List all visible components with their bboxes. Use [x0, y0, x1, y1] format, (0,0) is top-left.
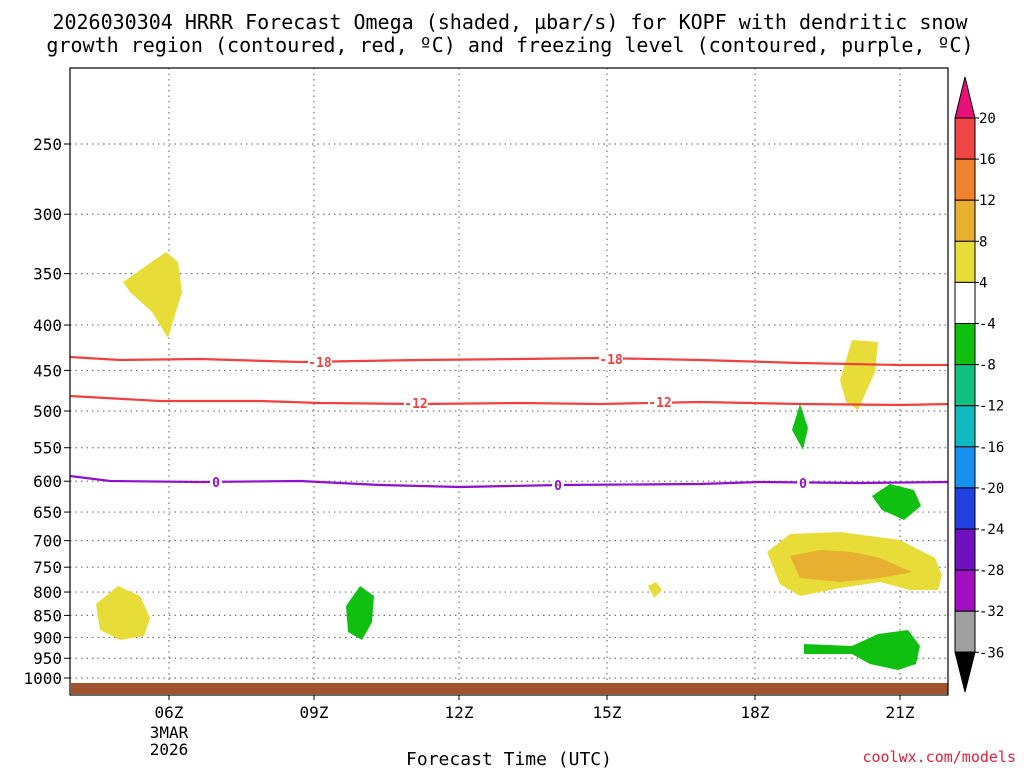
colorbar-label-4: 4 — [979, 275, 987, 291]
contour-label-bg-3 — [404, 396, 428, 410]
x-tick-label-12Z: 12Z — [445, 703, 474, 722]
colorbar-label-13: -36 — [979, 645, 1004, 661]
chart-title-line2: growth region (contoured, red, ºC) and f… — [46, 33, 973, 57]
omega-patch-yellow-1 — [123, 252, 182, 338]
omega-patch-green-3 — [872, 484, 921, 520]
contour-label-minus18-a: -18 — [308, 356, 332, 371]
y-tick-label-250: 250 — [33, 135, 62, 154]
y-tick-label-450: 450 — [33, 361, 62, 380]
contour-label-bg-5 — [210, 475, 222, 489]
y-tick-label-350: 350 — [33, 265, 62, 284]
y-tick-label-650: 650 — [33, 503, 62, 522]
contour-zero — [69, 474, 949, 489]
credit-text: coolwx.com/models — [862, 748, 1016, 766]
x-tick-label-18Z: 18Z — [741, 703, 770, 722]
colorbar-label-5: -4 — [979, 317, 996, 333]
colorbar-swatch-9 — [954, 446, 976, 489]
colorbar-label-7: -12 — [979, 399, 1004, 415]
plot-frame — [69, 67, 949, 696]
colorbar-swatch-2 — [954, 158, 976, 201]
contour-label-minus18-b: -18 — [599, 353, 623, 368]
y-tick-label-900: 900 — [33, 628, 62, 647]
y-tick-label-550: 550 — [33, 439, 62, 458]
colorbar-arrow-bottom — [954, 651, 976, 693]
colorbar-swatch-8 — [954, 405, 976, 448]
colorbar-label-3: 8 — [979, 234, 987, 250]
omega-patch-green-4 — [804, 630, 920, 670]
x-tick-label-06Z: 06Z — [155, 703, 184, 722]
contour-lines: -18 -18 -12 -12 0 0 0 — [69, 352, 949, 494]
colorbar-label-2: 12 — [979, 193, 996, 209]
colorbar-swatch-3 — [954, 199, 976, 242]
colorbar-swatch-10 — [954, 487, 976, 530]
colorbar-swatch-1 — [954, 117, 976, 160]
colorbar-swatch-7 — [954, 364, 976, 407]
omega-patch-green-2 — [792, 404, 808, 450]
y-tick-label-1000: 1000 — [23, 669, 62, 688]
x-date-label-year: 2026 — [150, 740, 189, 759]
colorbar-swatch-11 — [954, 528, 976, 571]
omega-patch-orange-1 — [790, 550, 912, 582]
y-tick-label-950: 950 — [33, 649, 62, 668]
colorbar-label-8: -16 — [979, 440, 1004, 456]
colorbar-swatch-12 — [954, 569, 976, 612]
contour-label-zero-a: 0 — [212, 476, 220, 491]
omega-patch-yellow-2 — [96, 586, 150, 640]
x-axis-label: Forecast Time (UTC) — [406, 749, 612, 768]
colorbar-label-6: -8 — [979, 358, 996, 374]
x-tick-label-21Z: 21Z — [886, 703, 915, 722]
y-axis: 250 300 350 400 450 500 550 600 650 700 750 800 850 9… — [23, 135, 70, 688]
colorbar-label-9: -20 — [979, 481, 1004, 497]
y-tick-label-400: 400 — [33, 316, 62, 335]
omega-patch-green-1 — [346, 586, 374, 640]
y-tick-label-500: 500 — [33, 402, 62, 421]
contour-label-bg-6 — [552, 478, 564, 492]
omega-patch-yellow-4 — [840, 340, 878, 410]
colorbar: 20 16 12 8 4 -4 -8 -12 -16 -20 -24 -28 -32 -36 — [954, 76, 1004, 693]
y-tick-label-700: 700 — [33, 532, 62, 551]
colorbar-label-0: 20 — [979, 111, 996, 127]
colorbar-swatch-13 — [954, 610, 976, 653]
colorbar-arrow-top — [954, 76, 976, 119]
colorbar-label-1: 16 — [979, 152, 996, 168]
contour-label-zero-b: 0 — [554, 479, 562, 494]
colorbar-swatch-5 — [954, 281, 976, 324]
contour-label-minus12-a: -12 — [404, 397, 427, 412]
contour-minus18 — [69, 355, 948, 367]
x-tick-label-15Z: 15Z — [593, 703, 622, 722]
contour-label-bg-7 — [797, 476, 809, 490]
ground-strip — [71, 683, 948, 694]
x-date-label-day: 3MAR — [150, 723, 189, 742]
y-tick-label-750: 750 — [33, 558, 62, 577]
contour-label-bg-1 — [308, 355, 332, 369]
x-axis: 06Z 09Z 12Z 15Z 18Z 21Z — [155, 695, 915, 722]
contour-label-minus12-b: -12 — [648, 396, 671, 411]
colorbar-label-12: -32 — [979, 604, 1004, 620]
contour-minus12 — [69, 394, 949, 407]
y-tick-label-300: 300 — [33, 205, 62, 224]
x-tick-label-09Z: 09Z — [300, 703, 329, 722]
omega-shading — [96, 252, 942, 670]
colorbar-label-10: -24 — [979, 522, 1004, 538]
colorbar-label-11: -28 — [979, 563, 1004, 579]
y-tick-label-600: 600 — [33, 472, 62, 491]
grid-lines — [70, 68, 948, 695]
contour-label-bg-4 — [648, 395, 672, 409]
y-tick-label-800: 800 — [33, 583, 62, 602]
colorbar-swatch-6 — [954, 323, 976, 366]
chart-title-line1: 2026030304 HRRR Forecast Omega (shaded, … — [52, 10, 968, 34]
contour-label-bg-2 — [599, 352, 623, 366]
colorbar-swatch-4 — [954, 240, 976, 283]
contour-label-zero-c: 0 — [799, 477, 807, 492]
y-tick-label-850: 850 — [33, 606, 62, 625]
omega-patch-yellow-3 — [648, 582, 662, 598]
